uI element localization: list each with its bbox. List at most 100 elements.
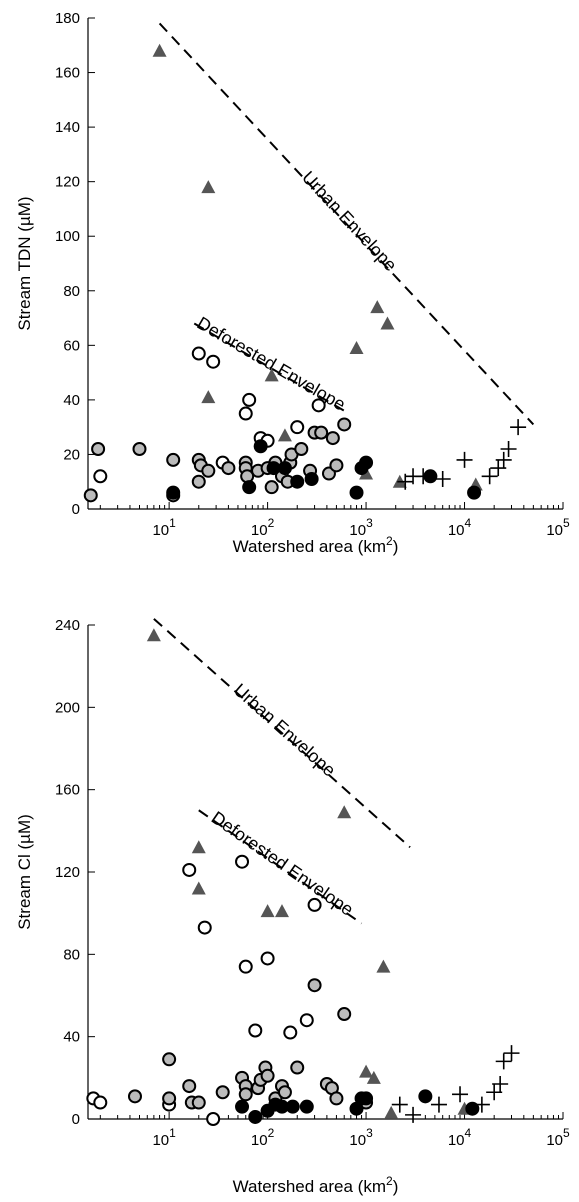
chart-panel-2: 0 40 80 120 160 200 240 101 102 103 104 105 Watershe…: [15, 617, 570, 1196]
triangle-point: [191, 840, 206, 854]
y-tick-label: 40: [63, 1029, 80, 1046]
triangle-point: [191, 881, 206, 895]
circle-gray-point: [337, 417, 352, 432]
triangle-point: [152, 43, 167, 57]
y-tick-label: 200: [55, 699, 80, 716]
x-tick-label: 101: [152, 1126, 176, 1149]
y-tick-label: 0: [72, 501, 80, 518]
plus-point: [500, 440, 517, 457]
y-tick-label: 60: [63, 337, 80, 354]
circle-open-point: [197, 920, 212, 935]
plus-point: [391, 1096, 408, 1113]
circle-filled-point: [235, 1099, 250, 1114]
circle-gray-point: [325, 431, 340, 446]
circle-gray-point: [238, 1087, 253, 1102]
plus-point: [481, 468, 498, 485]
triangle-point: [384, 1105, 399, 1119]
circle-filled-point: [349, 485, 364, 500]
circle-open-point: [238, 959, 253, 974]
x-tick-label: 105: [546, 516, 570, 539]
circle-open-point: [93, 1095, 108, 1110]
triangle-point: [376, 959, 391, 973]
plus-point: [452, 1086, 469, 1103]
circle-gray-point: [182, 1079, 197, 1094]
circle-open-point: [235, 854, 250, 869]
circle-gray-point: [162, 1091, 177, 1106]
y-tick-label: 160: [55, 65, 80, 82]
circle-open-point: [93, 469, 108, 484]
chart-panel-1: 0 20 40 60 80 100 120 140 160 180 101 102 103 104 105 W…: [15, 10, 570, 556]
y-tick-label: 0: [72, 1111, 80, 1128]
x-tick-label: 101: [152, 516, 176, 539]
plus-point: [503, 1045, 520, 1062]
circle-gray-point: [264, 480, 279, 495]
circle-gray-point: [83, 488, 98, 503]
x-tick-label: 103: [349, 1126, 373, 1149]
circle-filled-point: [248, 1109, 263, 1124]
y-axis-title: Stream TDN (µM): [15, 196, 34, 330]
x-tick-label: 104: [448, 1126, 472, 1149]
urban-envelope-line: [153, 618, 411, 849]
circle-gray-point: [132, 441, 147, 456]
circle-gray-point: [260, 1068, 275, 1083]
circle-gray-point: [329, 458, 344, 473]
circle-open-point: [191, 346, 206, 361]
triangle-point: [260, 904, 275, 918]
triangle-point: [366, 1070, 381, 1084]
circle-open-point: [311, 398, 326, 413]
x-tick-label: 103: [349, 516, 373, 539]
circle-filled-point: [304, 471, 319, 486]
y-tick-label: 160: [55, 782, 80, 799]
circle-open-point: [260, 951, 275, 966]
circle-gray-point: [290, 1060, 305, 1075]
plus-point: [495, 451, 512, 468]
triangle-point: [264, 368, 279, 382]
y-axis-title: Stream Cl (µM): [15, 814, 34, 930]
plus-point: [492, 1076, 509, 1093]
circle-gray-point: [294, 441, 309, 456]
plus-point: [434, 470, 451, 487]
circle-gray-point: [314, 425, 329, 440]
deforested-envelope-line: [193, 322, 345, 412]
x-tick-label: 104: [448, 516, 472, 539]
circle-open-point: [283, 1025, 298, 1040]
circle-filled-point: [359, 455, 374, 470]
urban-envelope-line: [158, 22, 535, 426]
y-tick-label: 240: [55, 617, 80, 634]
circle-gray-point: [162, 1052, 177, 1067]
circle-open-point: [307, 897, 322, 912]
circle-gray-point: [337, 1007, 352, 1022]
y-tick-label: 100: [55, 228, 80, 245]
circle-gray-point: [91, 441, 106, 456]
circle-gray-point: [166, 452, 181, 467]
plus-point: [405, 1106, 422, 1123]
circle-filled-point: [465, 1101, 480, 1116]
circle-gray-point: [329, 1091, 344, 1106]
circle-open-point: [206, 1112, 221, 1126]
circle-gray-point: [201, 463, 216, 478]
triangle-point: [277, 428, 292, 442]
urban-envelope-label: Urban Envelope: [298, 167, 401, 275]
y-tick-label: 120: [55, 174, 80, 191]
circle-filled-point: [166, 485, 181, 500]
triangle-point: [146, 628, 161, 642]
circle-open-point: [182, 862, 197, 877]
y-tick-label: 80: [63, 946, 80, 963]
triangle-point: [370, 300, 385, 314]
plus-point: [415, 468, 432, 485]
x-axis-title: Watershed area (km2): [233, 1174, 399, 1196]
circle-gray-point: [127, 1089, 142, 1104]
circle-open-point: [248, 1023, 263, 1038]
circle-filled-point: [253, 439, 268, 454]
circle-gray-point: [191, 1095, 206, 1110]
circle-filled-point: [277, 461, 292, 476]
circle-filled-point: [285, 1099, 300, 1114]
circle-filled-point: [299, 1099, 314, 1114]
plus-point: [490, 460, 507, 477]
circle-filled-point: [290, 474, 305, 489]
plus-point: [473, 1096, 490, 1113]
y-tick-label: 40: [63, 392, 80, 409]
plus-point: [486, 1084, 503, 1101]
circle-filled-point: [266, 461, 281, 476]
